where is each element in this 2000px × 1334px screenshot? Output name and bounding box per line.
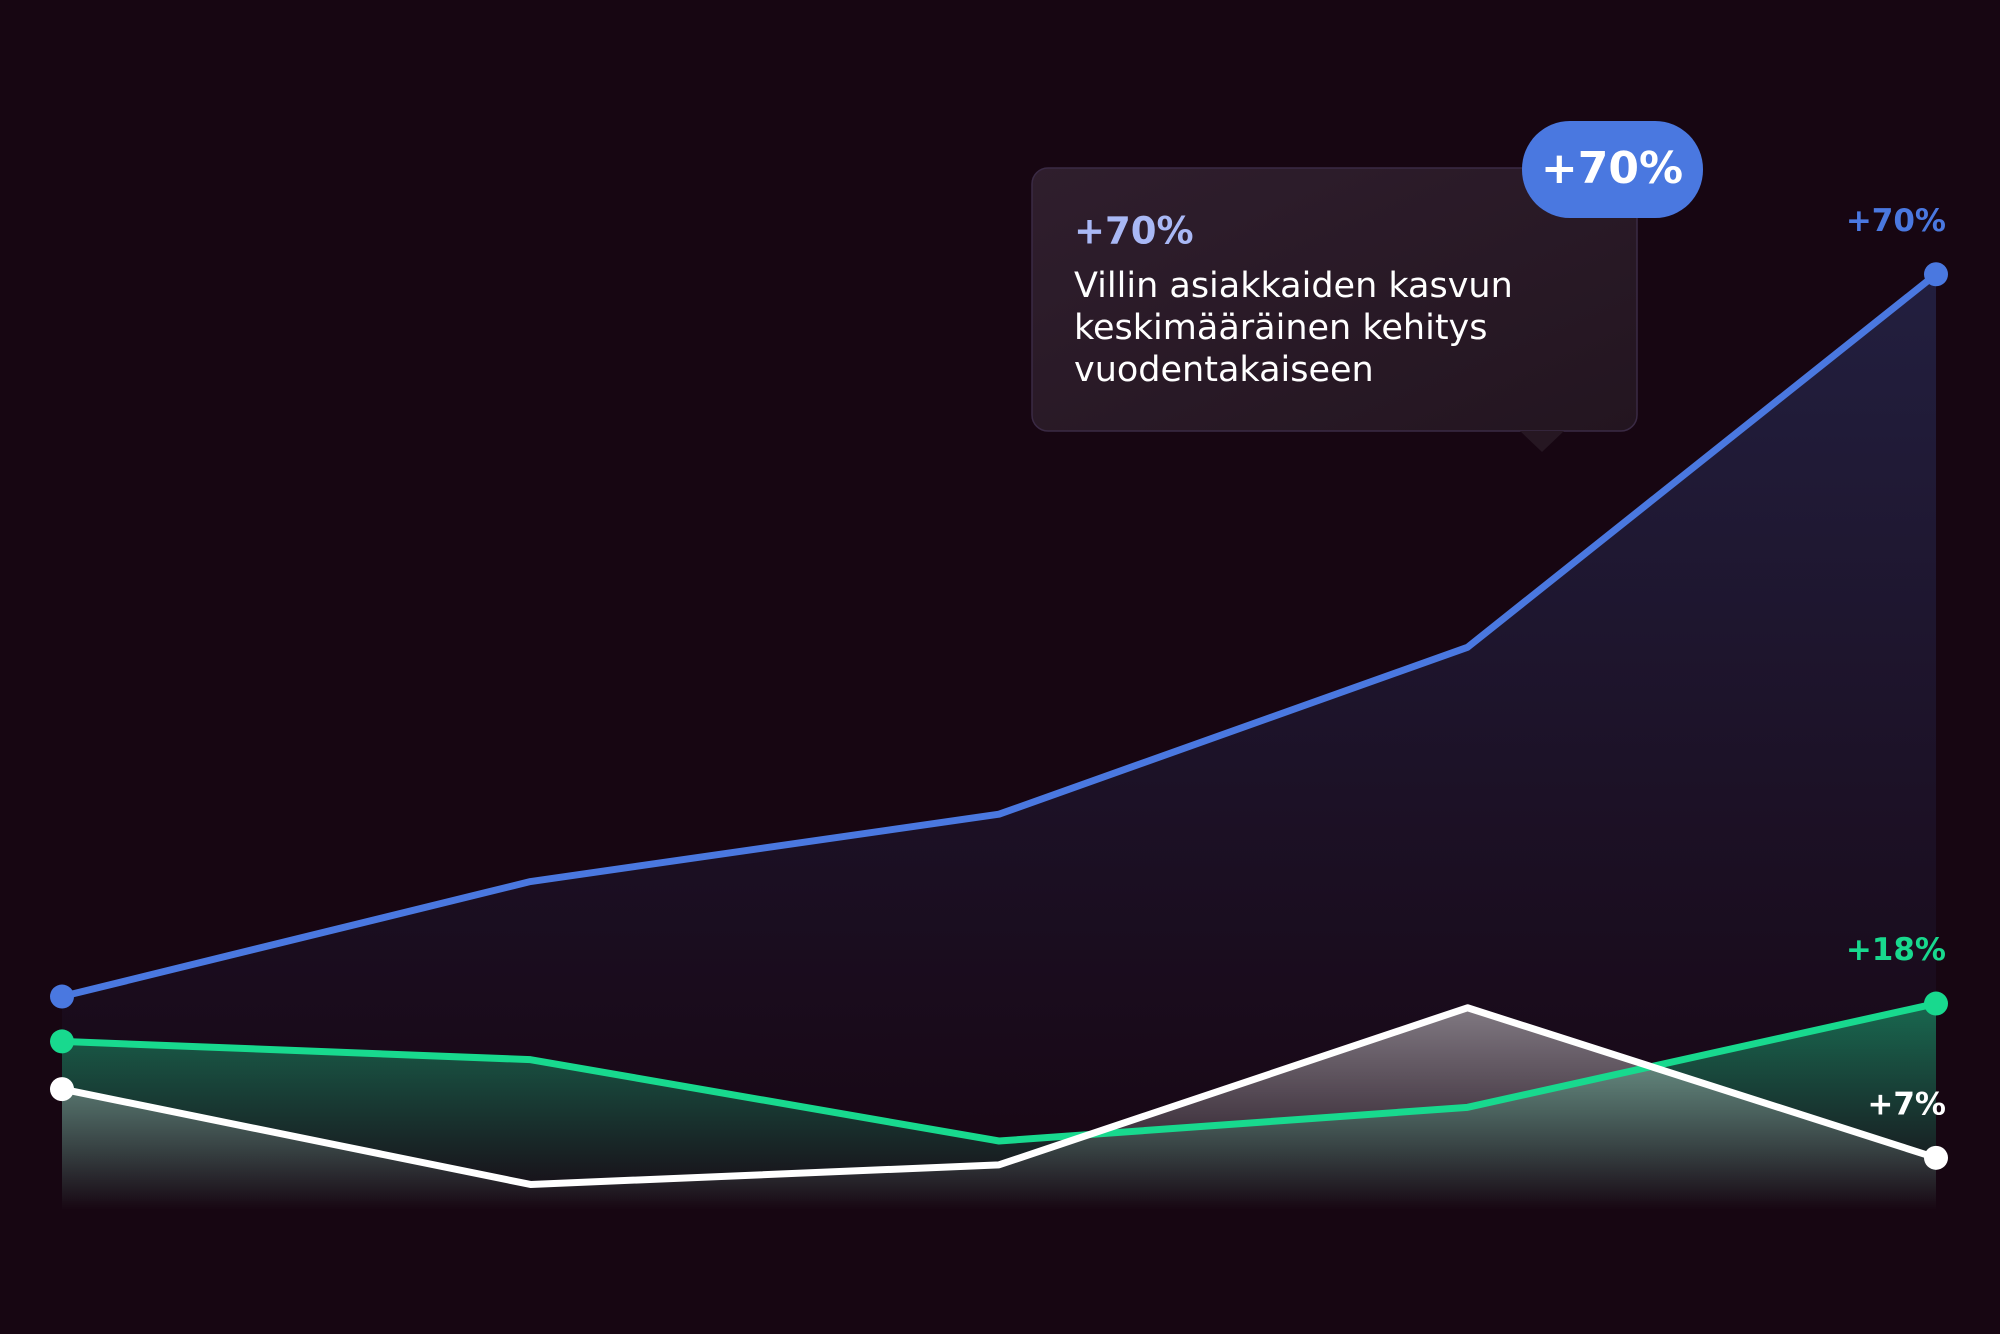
tooltip-line: keskimääräinen kehitys <box>1074 308 1488 348</box>
point <box>1924 262 1948 287</box>
point <box>50 984 74 1009</box>
tooltip-title: +70% <box>1074 210 1194 253</box>
value-label: +7% <box>1867 1086 1946 1122</box>
point <box>1924 1145 1948 1170</box>
line <box>61 1000 1937 1145</box>
point <box>50 1077 74 1102</box>
area <box>62 1007 1936 1256</box>
point <box>50 1029 74 1054</box>
plot: +70% +18% +7% <box>50 203 1948 1256</box>
tooltip: +70% Villin asiakkaiden kasvun keskimäär… <box>1031 121 1703 452</box>
tooltip-pointer <box>1520 431 1564 452</box>
line <box>61 1004 1938 1188</box>
tooltip-line: vuodentakaiseen <box>1074 350 1374 390</box>
value-label: +70% <box>1846 203 1946 239</box>
tooltip-line: Villin asiakkaiden kasvun <box>1074 266 1513 306</box>
tooltip-box <box>1031 167 1638 432</box>
badge-label: +70% <box>1541 143 1683 194</box>
point <box>1924 991 1948 1016</box>
value-label: +18% <box>1846 932 1946 968</box>
line <box>61 271 1939 1000</box>
badge <box>1522 121 1703 218</box>
